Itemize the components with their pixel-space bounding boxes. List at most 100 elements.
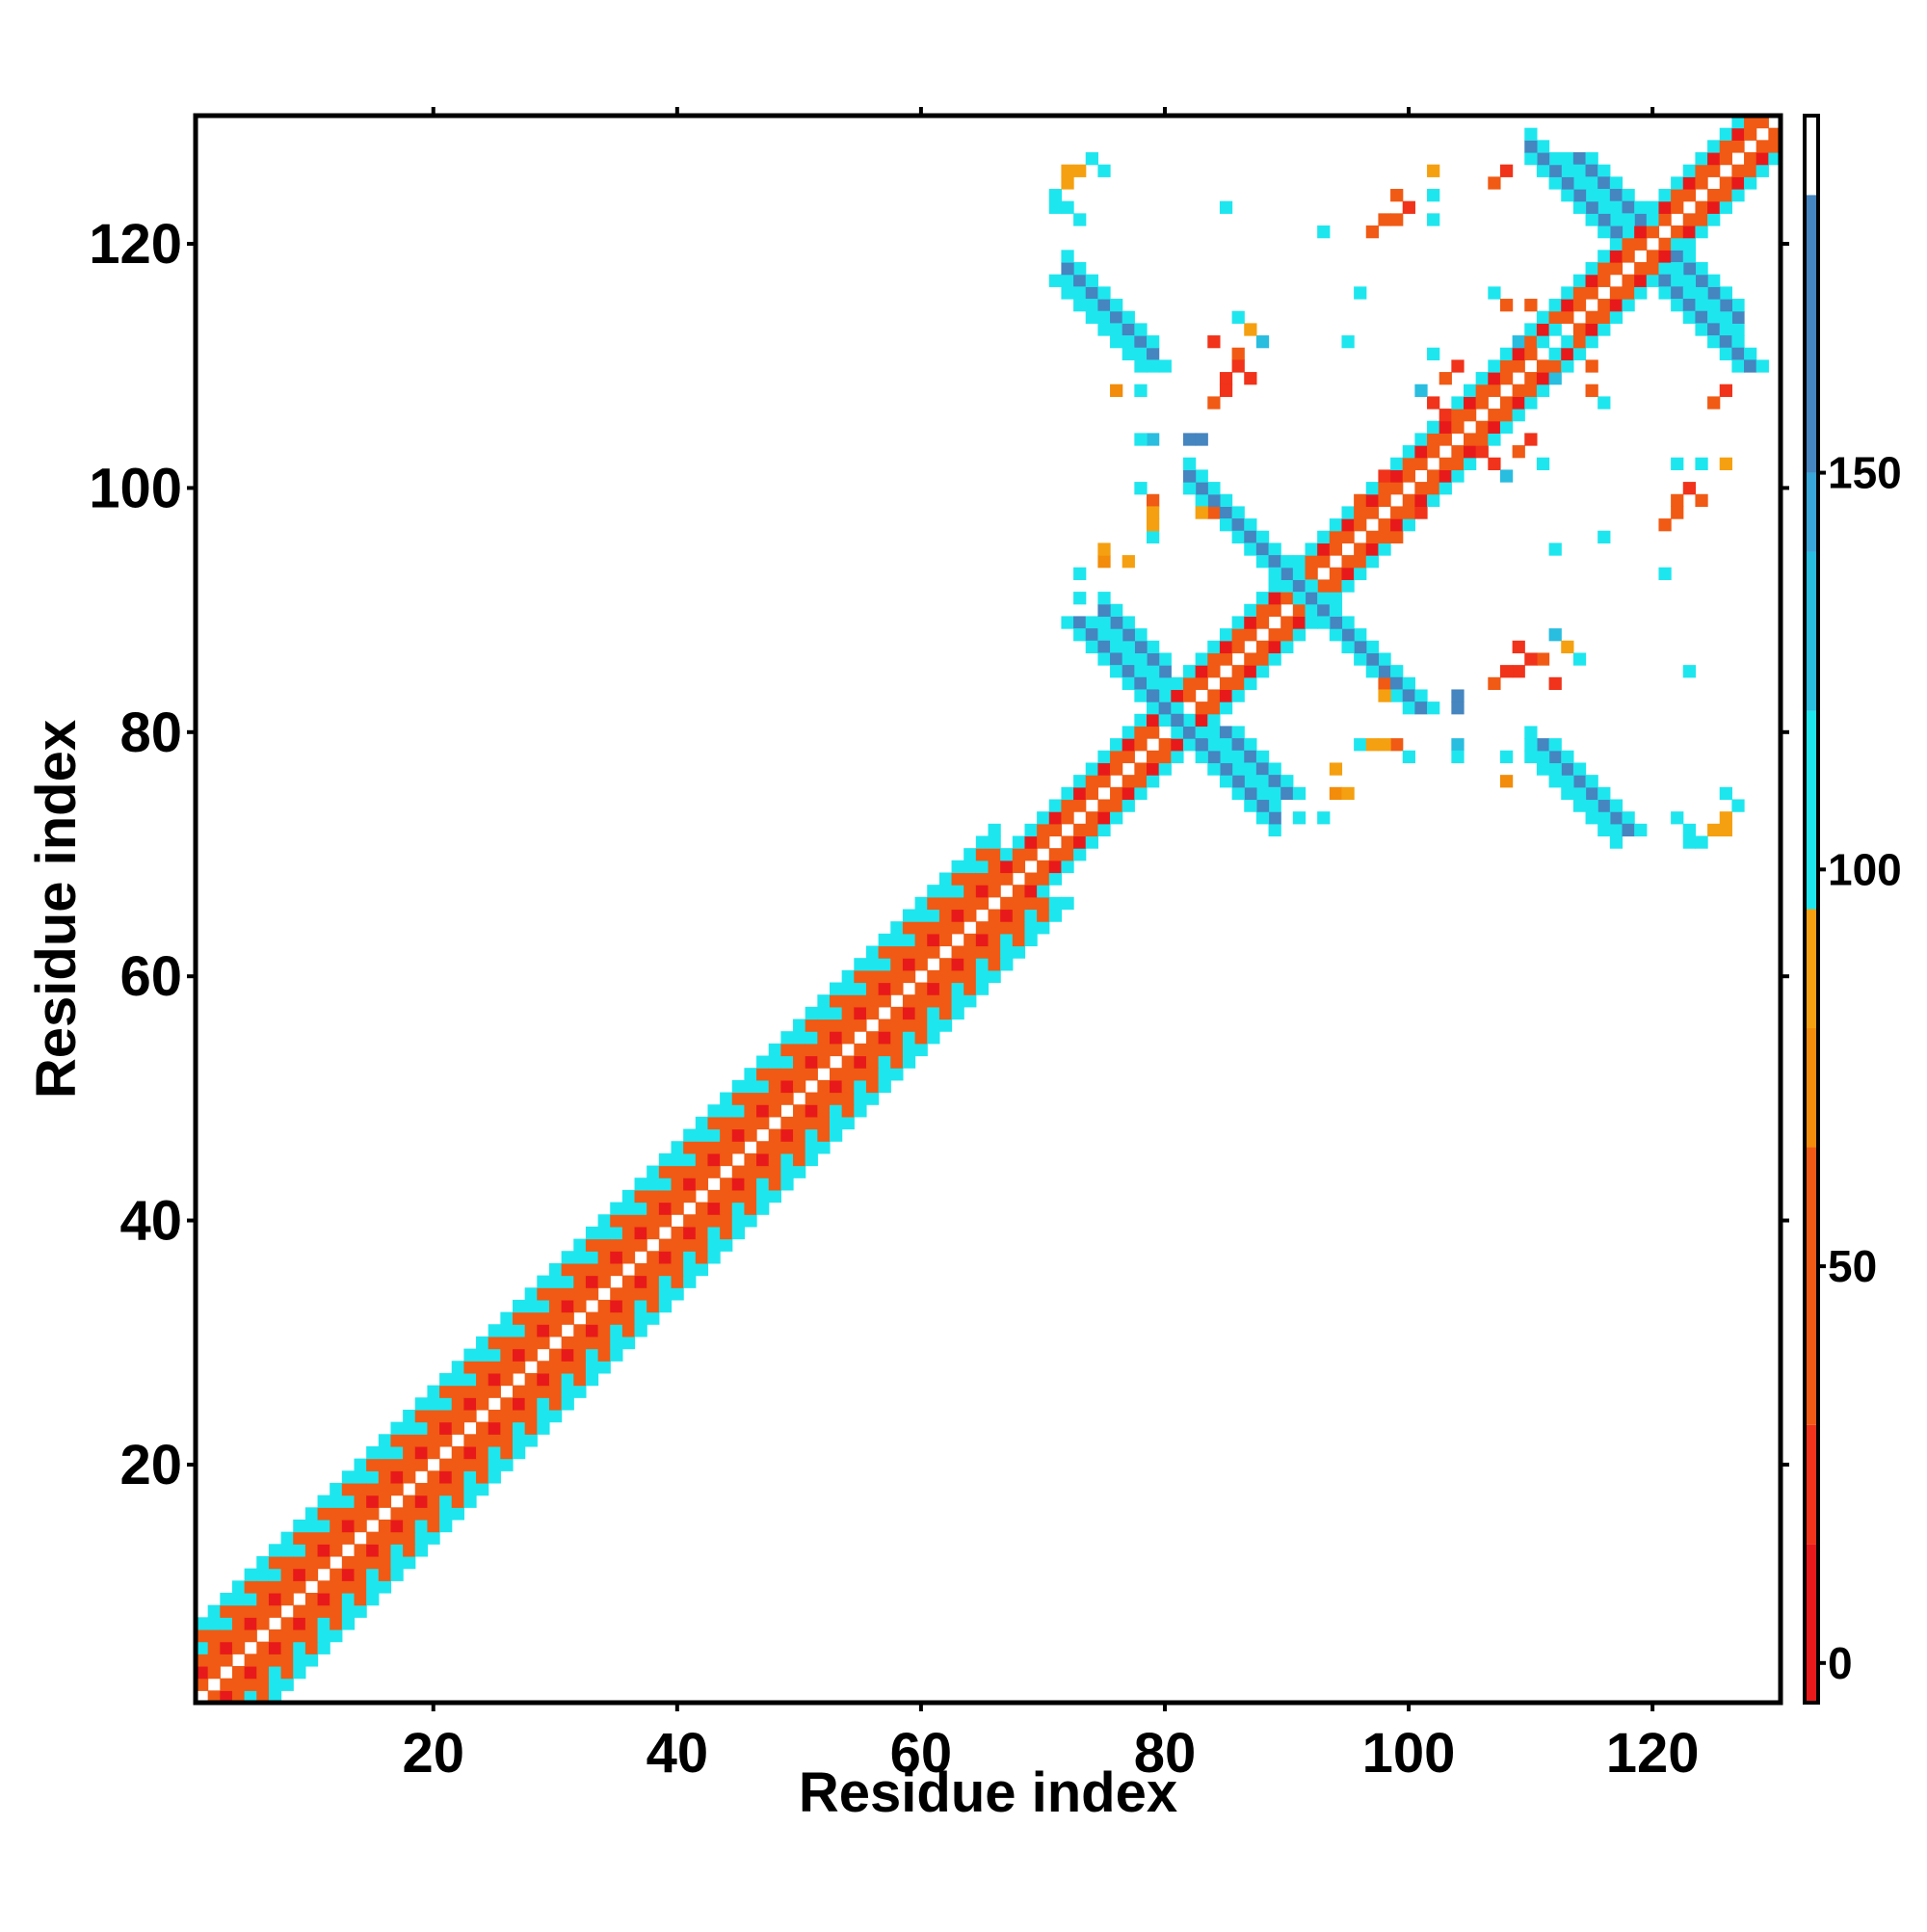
heatmap-cell bbox=[1024, 896, 1038, 911]
heatmap-cell bbox=[1585, 213, 1598, 226]
heatmap-cell bbox=[1585, 200, 1598, 214]
heatmap-cell bbox=[1024, 835, 1038, 849]
heatmap-cell bbox=[841, 1055, 855, 1069]
heatmap-cell bbox=[1329, 518, 1343, 532]
heatmap-cell bbox=[1268, 579, 1281, 593]
heatmap-cell bbox=[1061, 799, 1074, 812]
heatmap-cell bbox=[1219, 372, 1233, 385]
heatmap-cell bbox=[244, 1690, 257, 1704]
heatmap-cell bbox=[1061, 176, 1074, 190]
heatmap-cell bbox=[1158, 738, 1172, 752]
heatmap-cell bbox=[1207, 506, 1221, 519]
heatmap-cell bbox=[634, 1311, 647, 1325]
heatmap-cell bbox=[1402, 445, 1415, 459]
heatmap-cell bbox=[1122, 775, 1135, 788]
heatmap-cell bbox=[256, 1592, 270, 1606]
heatmap-cell bbox=[513, 1434, 526, 1447]
heatmap-cell bbox=[293, 1628, 306, 1643]
heatmap-cell bbox=[1073, 286, 1087, 300]
heatmap-cell bbox=[1597, 189, 1611, 202]
heatmap-cell bbox=[854, 1068, 867, 1081]
heatmap-cell bbox=[427, 1385, 440, 1398]
heatmap-cell bbox=[488, 1336, 501, 1350]
heatmap-cell bbox=[683, 1226, 697, 1240]
heatmap-cell bbox=[1439, 469, 1452, 483]
heatmap-cell bbox=[1097, 750, 1111, 764]
heatmap-cell bbox=[1182, 738, 1197, 752]
heatmap-cell bbox=[1341, 335, 1355, 349]
heatmap-cell bbox=[403, 1445, 416, 1460]
heatmap-cell bbox=[988, 835, 1001, 849]
heatmap-cell bbox=[1561, 176, 1574, 190]
heatmap-cell bbox=[1488, 384, 1501, 397]
heatmap-cell bbox=[561, 1311, 574, 1325]
heatmap-cell bbox=[1488, 420, 1501, 434]
heatmap-cell bbox=[610, 1238, 623, 1252]
heatmap-cell bbox=[1682, 274, 1697, 287]
heatmap-cell bbox=[1609, 250, 1623, 263]
heatmap-cell bbox=[964, 872, 977, 886]
heatmap-cell bbox=[317, 1604, 330, 1618]
heatmap-cell bbox=[561, 1275, 574, 1288]
heatmap-cell bbox=[1499, 665, 1514, 678]
heatmap-cell bbox=[268, 1604, 282, 1618]
heatmap-cell bbox=[585, 1275, 599, 1288]
heatmap-cell bbox=[304, 1592, 319, 1606]
heatmap-cell bbox=[330, 1519, 343, 1533]
heatmap-cell bbox=[1671, 299, 1684, 312]
heatmap-cell bbox=[451, 1482, 464, 1496]
heatmap-cell bbox=[1195, 750, 1208, 764]
heatmap-cell bbox=[1134, 628, 1148, 642]
heatmap-cell bbox=[1707, 823, 1721, 837]
heatmap-cell bbox=[414, 1421, 429, 1435]
colorbar-band bbox=[1805, 909, 1818, 1029]
heatmap-cell bbox=[865, 969, 880, 984]
heatmap-cell bbox=[1609, 835, 1623, 849]
heatmap-cell bbox=[1097, 592, 1111, 605]
heatmap-cell bbox=[1488, 372, 1501, 385]
heatmap-cell bbox=[1317, 811, 1331, 825]
heatmap-cell bbox=[805, 1141, 818, 1154]
heatmap-cell bbox=[902, 909, 916, 922]
heatmap-cell bbox=[1524, 140, 1538, 153]
heatmap-cell bbox=[938, 1019, 953, 1032]
heatmap-cell bbox=[1622, 200, 1635, 214]
heatmap-cell bbox=[1280, 786, 1294, 801]
heatmap-cell bbox=[768, 1178, 781, 1191]
heatmap-cell bbox=[293, 1641, 306, 1654]
heatmap-cell bbox=[317, 1580, 330, 1594]
heatmap-cell bbox=[1244, 616, 1257, 629]
heatmap-cell bbox=[1414, 433, 1428, 446]
heatmap-cell bbox=[548, 1287, 563, 1301]
heatmap-cell bbox=[1414, 689, 1428, 702]
heatmap-cell bbox=[1572, 176, 1587, 190]
heatmap-cell bbox=[1499, 347, 1514, 360]
heatmap-cell bbox=[1390, 530, 1404, 543]
heatmap-cell bbox=[890, 945, 904, 959]
heatmap-cell bbox=[1317, 530, 1331, 543]
heatmap-cell bbox=[720, 1116, 733, 1130]
heatmap-cell bbox=[1390, 738, 1404, 752]
heatmap-cell bbox=[1414, 701, 1428, 715]
heatmap-cell bbox=[1731, 310, 1745, 324]
heatmap-cell bbox=[1219, 506, 1233, 519]
heatmap-cell bbox=[1048, 872, 1063, 886]
heatmap-cell bbox=[1268, 555, 1281, 569]
heatmap-cell bbox=[1572, 652, 1587, 666]
heatmap-cell bbox=[524, 1409, 538, 1423]
heatmap-cell bbox=[476, 1445, 489, 1460]
heatmap-cell bbox=[317, 1544, 330, 1557]
heatmap-cell bbox=[244, 1592, 257, 1606]
heatmap-cell bbox=[1512, 384, 1525, 397]
heatmap-cell bbox=[1171, 676, 1184, 691]
heatmap-cell bbox=[1536, 750, 1550, 764]
heatmap-cell bbox=[720, 1202, 733, 1215]
heatmap-cell bbox=[1597, 164, 1611, 177]
heatmap-cell bbox=[463, 1348, 477, 1362]
heatmap-cell bbox=[256, 1690, 270, 1704]
heatmap-cell bbox=[878, 1079, 891, 1094]
heatmap-cell bbox=[731, 1202, 746, 1215]
heatmap-cell bbox=[573, 1251, 587, 1264]
heatmap-cell bbox=[1707, 140, 1721, 153]
colorbar-tick-label: 0 bbox=[1828, 1638, 1853, 1688]
